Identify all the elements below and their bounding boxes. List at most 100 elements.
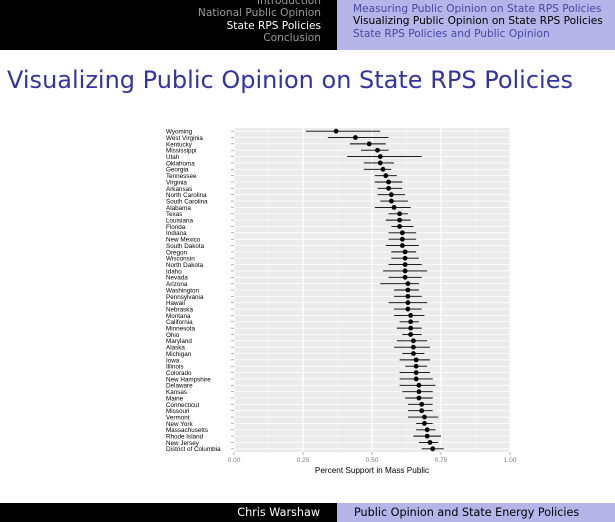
x-axis-title: Percent Support in Mass Public xyxy=(315,466,429,475)
state-label: Tennessee xyxy=(166,173,197,180)
state-label: Iowa xyxy=(166,357,180,364)
estimate-point xyxy=(383,173,389,179)
state-label: New Jersey xyxy=(166,440,200,447)
estimate-point xyxy=(408,313,414,318)
estimate-point xyxy=(399,230,405,236)
x-tick-label: 0.75 xyxy=(435,457,448,464)
estimate-point xyxy=(411,344,416,350)
x-tick-label: 0.25 xyxy=(297,457,310,464)
estimate-point xyxy=(405,300,411,306)
estimate-point xyxy=(411,338,416,344)
state-label: Oregon xyxy=(166,249,188,256)
estimate-point xyxy=(377,154,383,159)
state-label: New York xyxy=(166,421,193,428)
estimate-point xyxy=(402,274,408,280)
state-label: Nebraska xyxy=(166,306,193,313)
left-nav-item-1[interactable]: Introduction xyxy=(256,0,321,7)
state-label: Wyoming xyxy=(166,129,193,136)
state-label: Illinois xyxy=(166,364,184,371)
estimate-point xyxy=(408,319,414,325)
dot-plot-chart: Wyoming West Virginia Kentucky Mississippi U… xyxy=(160,120,520,478)
state-label: Hawaii xyxy=(166,300,185,307)
right-nav-item-2[interactable]: Visualizing Public Opinion on State RPS … xyxy=(353,15,603,28)
estimate-point xyxy=(413,357,419,363)
state-label: Maryland xyxy=(166,338,192,345)
footer-author: Chris Warshaw xyxy=(0,503,337,522)
estimate-point xyxy=(413,370,419,375)
state-label: District of Columbia xyxy=(166,446,221,453)
state-label: Minnesota xyxy=(166,326,196,333)
estimate-point xyxy=(386,179,391,185)
estimate-point xyxy=(402,249,408,255)
estimate-point xyxy=(416,389,422,395)
estimate-point xyxy=(424,427,430,433)
state-label: Washington xyxy=(166,287,200,294)
frame-title: Visualizing Public Opinion on State RPS … xyxy=(7,66,573,94)
x-tick-label: 1.00 xyxy=(504,457,517,464)
footer-talk-title: Public Opinion and State Energy Policies xyxy=(337,503,615,522)
state-label: Rhode Island xyxy=(166,434,204,441)
state-label: Alaska xyxy=(166,345,185,352)
state-label: New Mexico xyxy=(166,237,201,244)
estimate-point xyxy=(402,255,408,261)
state-label: Missouri xyxy=(166,408,189,415)
state-label: Idaho xyxy=(166,268,182,275)
estimate-point xyxy=(408,325,414,331)
estimate-point xyxy=(402,262,408,267)
state-label: Pennsylvania xyxy=(166,294,204,301)
state-label: Nevada xyxy=(166,275,188,282)
estimate-point xyxy=(377,160,383,166)
state-label: Virginia xyxy=(166,179,187,186)
estimate-point xyxy=(419,401,425,407)
estimate-point xyxy=(391,205,397,210)
state-label: Colorado xyxy=(166,370,192,377)
left-nav-item-4[interactable]: Conclusion xyxy=(263,31,321,44)
estimate-point xyxy=(380,166,386,172)
estimate-point xyxy=(422,421,427,426)
state-label: Wisconsin xyxy=(166,256,195,263)
estimate-point xyxy=(399,243,405,248)
estimate-point xyxy=(419,408,425,414)
estimate-point xyxy=(386,185,391,191)
right-nav-item-1[interactable]: Measuring Public Opinion on State RPS Po… xyxy=(353,3,602,15)
state-label: Kentucky xyxy=(166,141,193,148)
state-label: North Dakota xyxy=(166,262,204,269)
estimate-point xyxy=(388,198,394,204)
header-navigation: Introduction National Public Opinion State… xyxy=(0,0,615,50)
state-label: Massachusetts xyxy=(166,427,208,434)
estimate-point xyxy=(405,281,411,287)
estimate-point xyxy=(402,268,408,274)
state-label: Michigan xyxy=(166,351,192,358)
estimate-point xyxy=(405,287,411,293)
left-nav-item-2[interactable]: National Public Opinion xyxy=(197,7,321,20)
estimate-point xyxy=(397,217,402,223)
x-tick-label: 0.00 xyxy=(228,457,241,464)
state-label: Texas xyxy=(166,211,182,218)
subsection-navigation: Measuring Public Opinion on State RPS Po… xyxy=(337,0,615,50)
estimate-point xyxy=(366,141,372,147)
state-label: Ohio xyxy=(166,332,180,339)
state-label: South Carolina xyxy=(166,198,208,205)
x-tick-label: 0.50 xyxy=(366,457,379,464)
estimate-point xyxy=(416,382,422,388)
state-label: Louisiana xyxy=(166,218,193,225)
state-label: Kansas xyxy=(166,389,187,396)
state-label: Mississippi xyxy=(166,148,196,155)
estimate-point xyxy=(408,332,414,337)
estimate-point xyxy=(399,236,405,242)
state-label: Arizona xyxy=(166,281,188,288)
state-label: Arkansas xyxy=(166,186,192,193)
state-label: Maine xyxy=(166,395,184,402)
left-nav-item-3[interactable]: State RPS Policies xyxy=(226,19,321,32)
estimate-point xyxy=(388,192,394,198)
state-label: New Hampshire xyxy=(166,376,211,383)
right-nav-item-3[interactable]: State RPS Policies and Public Opinion xyxy=(353,27,550,40)
state-label: Montana xyxy=(166,313,191,320)
estimate-point xyxy=(397,211,402,217)
state-label: West Virginia xyxy=(166,135,203,142)
state-label: South Dakota xyxy=(166,243,205,250)
estimate-point xyxy=(427,440,433,445)
estimate-point xyxy=(333,128,339,134)
state-label: Connecticut xyxy=(166,402,200,409)
